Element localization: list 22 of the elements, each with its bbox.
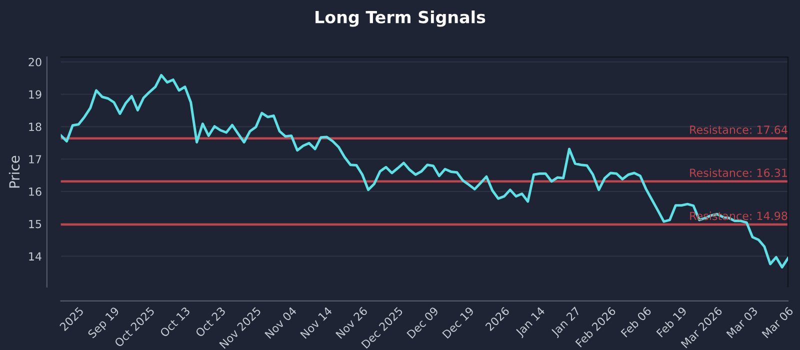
x-tick-label: Oct 23 bbox=[194, 306, 226, 338]
ref-line-label: Resistance: 17.64 bbox=[690, 125, 788, 134]
x-tick-label: Jan 14 bbox=[514, 306, 547, 338]
line-series bbox=[60, 74, 788, 268]
x-tick-label: Jan 27 bbox=[550, 306, 582, 338]
x-tick-label: Dec 19 bbox=[442, 306, 474, 339]
x-tick-label: Dec 09 bbox=[406, 306, 439, 339]
y-tick-label: 14 bbox=[29, 252, 42, 260]
y-tick-label: 15 bbox=[29, 220, 42, 228]
chart-title: Long Term Signals bbox=[316, 10, 486, 27]
y-tick-label: 18 bbox=[29, 122, 42, 132]
y-tick-label: 20 bbox=[28, 58, 42, 66]
x-tick-label: Mar 06 bbox=[762, 306, 794, 338]
x-tick-label: Mar 03 bbox=[726, 306, 758, 338]
y-tick-label: 19 bbox=[29, 90, 42, 99]
ref-line-label: Resistance: 16.31 bbox=[690, 168, 787, 177]
y-tick-label: 16 bbox=[29, 187, 42, 196]
x-tick-label: Feb 06 bbox=[620, 306, 652, 338]
y-tick-label: 17 bbox=[29, 155, 42, 164]
x-tick-label: Oct 13 bbox=[159, 306, 190, 338]
x-tick-label: Feb 19 bbox=[656, 306, 688, 338]
y-axis-title: Price bbox=[8, 156, 20, 188]
